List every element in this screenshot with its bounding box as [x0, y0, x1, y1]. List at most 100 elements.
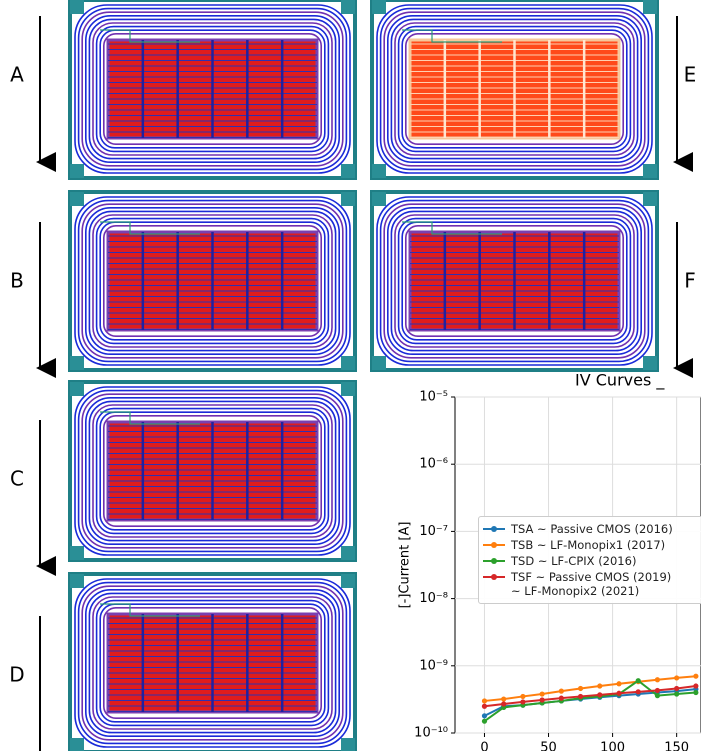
corner-pad — [643, 356, 657, 370]
legend-entry: TSB ~ LF-Monopix1 (2017) — [483, 538, 701, 552]
corner-pad — [372, 192, 386, 206]
guard-ring — [103, 32, 322, 146]
series-line — [484, 675, 696, 702]
point — [693, 683, 699, 689]
guard-ring — [401, 29, 628, 149]
point — [577, 685, 584, 692]
x-tick-label: 100 — [600, 741, 625, 751]
corner-pad — [643, 0, 657, 14]
guard-ring — [95, 599, 330, 727]
corner-pad — [643, 192, 657, 206]
point — [654, 677, 661, 683]
legend-label: TSB ~ LF-Monopix1 (2017) — [511, 538, 666, 552]
x-tick-label: 50 — [540, 741, 557, 751]
guard-ring — [404, 225, 624, 338]
routing — [100, 411, 200, 425]
legend-label: TSF ~ Passive CMOS (2019) ~ LF-Monopix2 … — [511, 570, 672, 598]
guard-ring — [77, 199, 348, 363]
guard-ring — [81, 585, 344, 741]
guard-ring — [99, 221, 326, 341]
point — [674, 691, 680, 697]
panel-label: F — [684, 269, 696, 293]
guard-ring — [92, 22, 333, 156]
point — [481, 703, 488, 709]
legend-swatch — [483, 557, 505, 564]
routing — [402, 221, 502, 235]
point — [654, 693, 661, 699]
corner-pad — [70, 574, 84, 588]
guard-ring — [77, 581, 348, 745]
point — [577, 693, 584, 700]
y-tick-label: 10⁻⁸ — [419, 591, 448, 606]
legend-label: TSA ~ Passive CMOS (2016) — [511, 522, 673, 536]
point — [654, 687, 661, 694]
point — [674, 685, 680, 692]
point — [520, 699, 526, 705]
point — [558, 688, 564, 694]
guard-ring — [103, 606, 322, 719]
corner-pad — [372, 0, 386, 14]
legend-entry: TSF ~ Passive CMOS (2019) ~ LF-Monopix2 … — [483, 570, 701, 598]
corner-pad — [643, 164, 657, 178]
guard-ring — [99, 29, 326, 149]
corner-pad — [70, 192, 84, 206]
point — [481, 718, 488, 724]
legend-swatch — [483, 541, 505, 548]
guard-ring — [85, 588, 340, 737]
series-line — [484, 685, 697, 708]
guard-ring — [77, 389, 348, 553]
corner-pad — [372, 356, 386, 370]
guard-ring — [103, 225, 322, 338]
routing — [100, 221, 200, 235]
y-tick-label: 10⁻¹⁰ — [414, 726, 448, 741]
legend-label: TSD ~ LF-CPIX (2016) — [511, 554, 637, 568]
point — [616, 681, 622, 687]
guard-ring — [88, 400, 337, 542]
guard-ring — [383, 203, 646, 359]
guard-ring — [74, 196, 351, 366]
point — [501, 696, 507, 702]
point — [481, 713, 488, 719]
guard-ring — [81, 11, 344, 167]
x-tick-label: 150 — [664, 741, 689, 751]
y-tick-label: 10⁻⁹ — [419, 658, 448, 673]
corner-pad — [341, 546, 355, 560]
layout-panel — [68, 0, 357, 180]
guard-ring — [92, 214, 333, 348]
guard-ring — [95, 25, 330, 153]
corner-pad — [341, 574, 355, 588]
point — [635, 689, 641, 695]
routing — [100, 603, 200, 617]
panel-label: B — [10, 269, 24, 293]
point — [597, 683, 603, 689]
routing — [402, 29, 502, 43]
series — [481, 673, 699, 704]
corner-pad — [70, 546, 84, 560]
panel-label: E — [684, 63, 697, 87]
guard-ring — [85, 15, 340, 163]
corner-pad — [70, 382, 84, 396]
guard-ring — [88, 210, 337, 352]
point — [481, 698, 488, 704]
point — [693, 689, 699, 696]
panel-label: C — [10, 467, 24, 491]
point — [674, 675, 680, 681]
guard-ring — [390, 18, 639, 160]
guard-ring — [74, 386, 351, 556]
layout-panel — [68, 380, 357, 562]
corner-pad — [70, 356, 84, 370]
guard-ring — [85, 396, 340, 545]
corner-pad — [70, 164, 84, 178]
corner-pad — [341, 192, 355, 206]
corner-pad — [341, 164, 355, 178]
guard-ring — [74, 4, 351, 174]
corner-pad — [70, 0, 84, 14]
corner-pad — [341, 738, 355, 751]
point — [501, 701, 507, 707]
panel-label: D — [9, 663, 24, 687]
corner-pad — [341, 356, 355, 370]
guard-ring — [401, 221, 628, 341]
y-axis-label: [-]Current [A] — [398, 522, 413, 609]
